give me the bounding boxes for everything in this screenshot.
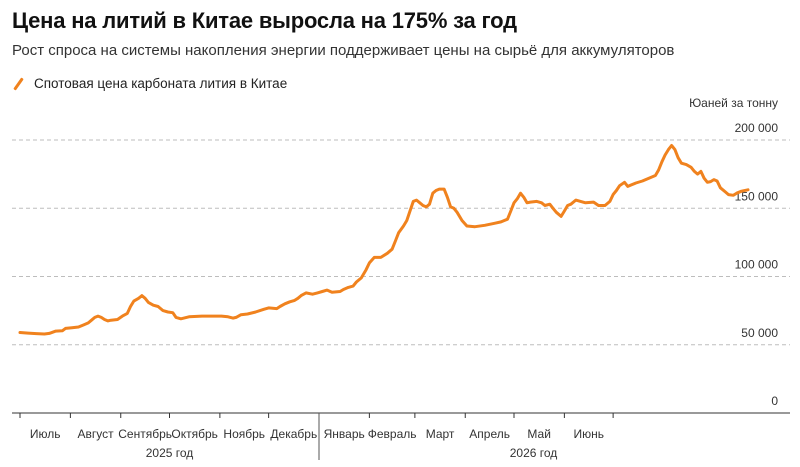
x-tick-label: Август [78, 427, 115, 441]
x-tick-label: Март [426, 427, 455, 441]
legend: Спотовая цена карбоната лития в Китае [12, 76, 287, 91]
chart-title: Цена на литий в Китае выросла на 175% за… [12, 8, 517, 33]
x-tick-label: Октябрь [171, 427, 218, 441]
x-tick-label: Май [527, 427, 551, 441]
x-tick-label: Декабрь [270, 427, 317, 441]
legend-label: Спотовая цена карбоната лития в Китае [34, 76, 288, 91]
y-tick-label: 50 000 [741, 326, 778, 340]
y-axis-unit-label: Юаней за тонну [689, 96, 778, 110]
year-label: 2026 год [510, 446, 558, 460]
x-tick-label: Апрель [469, 427, 510, 441]
x-tick-label: Февраль [368, 427, 417, 441]
y-tick-label: 200 000 [735, 121, 779, 135]
y-tick-label: 0 [771, 394, 778, 408]
y-tick-label: 100 000 [735, 258, 779, 272]
x-tick-label: Ноябрь [223, 427, 265, 441]
y-tick-label: 150 000 [735, 189, 779, 203]
x-tick-label: Январь [324, 427, 365, 441]
x-tick-label: Июнь [573, 427, 604, 441]
chart-subtitle: Рост спроса на системы накопления энерги… [12, 42, 675, 59]
year-label: 2025 год [146, 446, 194, 460]
series-line [18, 144, 750, 336]
x-tick-label: Июль [30, 427, 61, 441]
x-tick-label: Сентябрь [118, 427, 172, 441]
